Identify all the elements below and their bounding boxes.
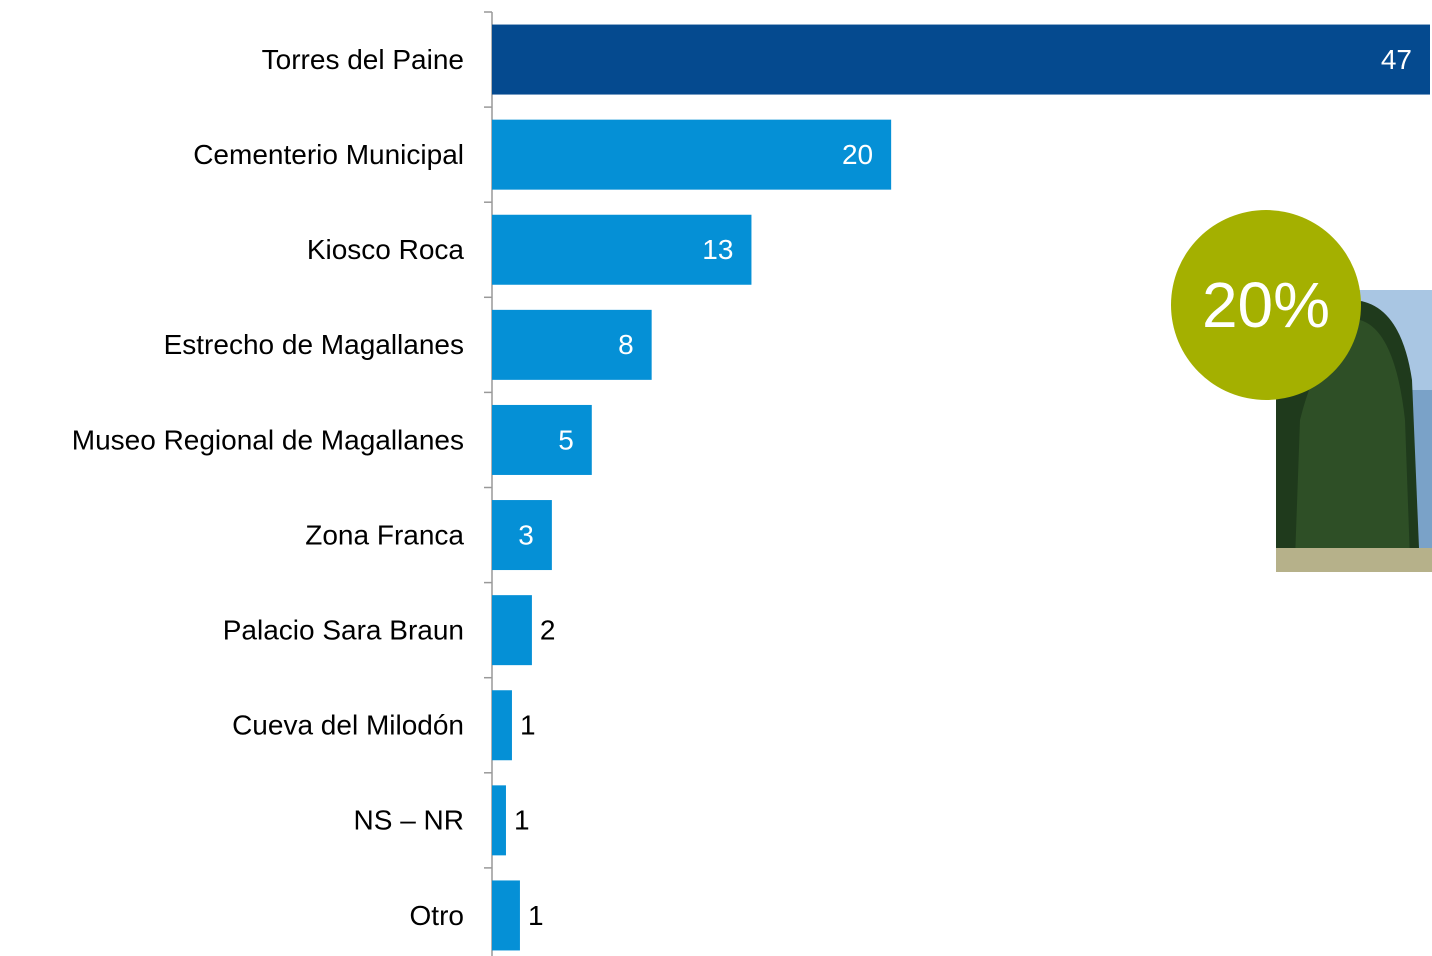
value-label: 1	[520, 710, 536, 741]
category-label: Estrecho de Magallanes	[164, 329, 464, 360]
bar	[492, 405, 592, 475]
category-label: Zona Franca	[305, 519, 464, 550]
value-label: 1	[514, 805, 530, 836]
value-label: 3	[518, 519, 534, 550]
chart: 20% Torres del Paine 47 Cementerio Municip…	[0, 0, 1432, 956]
category-label: Cementerio Municipal	[193, 139, 464, 170]
value-label: 47	[1381, 44, 1412, 75]
bar	[492, 785, 506, 855]
bar	[492, 690, 512, 760]
annotation: 20%	[1202, 269, 1330, 341]
value-label: 1	[528, 900, 544, 931]
category-label: Cueva del Milodón	[232, 710, 464, 741]
category-label: Otro	[410, 900, 464, 931]
category-label: Museo Regional de Magallanes	[72, 424, 464, 455]
bar	[492, 595, 532, 665]
value-label: 13	[702, 234, 733, 265]
category-label: Kiosco Roca	[307, 234, 465, 265]
value-label: 5	[558, 424, 574, 455]
category-label: NS – NR	[354, 805, 464, 836]
value-label: 20	[842, 139, 873, 170]
value-label: 8	[618, 329, 634, 360]
value-label: 2	[540, 615, 556, 646]
category-label: Torres del Paine	[262, 44, 464, 75]
bar	[492, 120, 891, 190]
bar	[492, 25, 1430, 95]
page: 20% Torres del Paine 47 Cementerio Municip…	[0, 0, 1432, 956]
category-label: Palacio Sara Braun	[223, 615, 464, 646]
bar	[492, 880, 520, 950]
